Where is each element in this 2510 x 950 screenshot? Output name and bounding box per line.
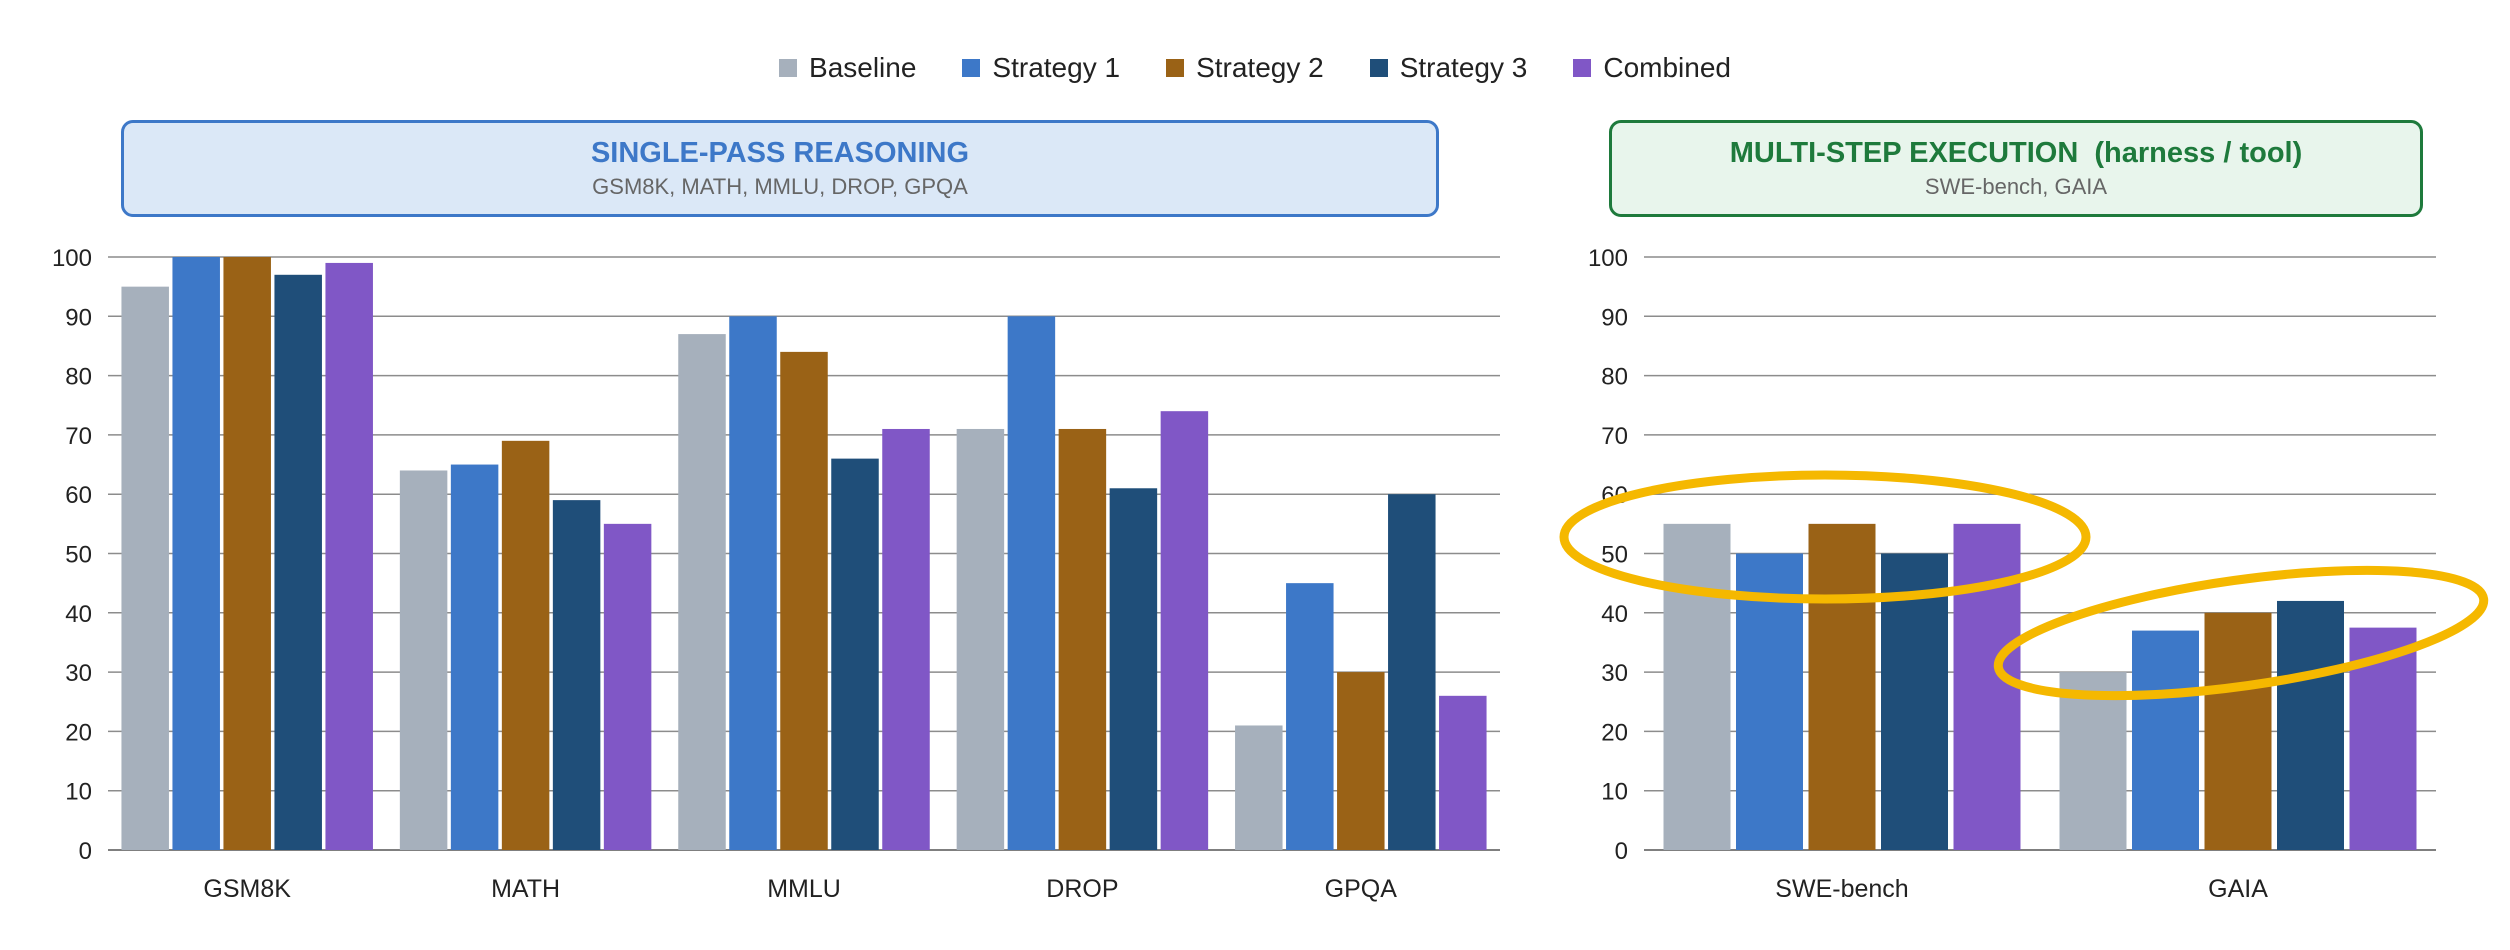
bar [2059,672,2127,850]
x-tick-label: DROP [1046,875,1118,903]
legend-item-strategy-1: Strategy 1 [962,52,1120,84]
bar [2204,612,2272,850]
legend-swatch [1573,59,1592,77]
bar [603,523,652,850]
legend-label: Strategy 2 [1196,52,1324,83]
panel-header-single-pass: SINGLE-PASS REASONING GSM8K, MATH, MMLU,… [121,120,1439,217]
x-tick-label: SWE-bench [1775,875,1908,903]
x-tick-label: MATH [491,875,560,903]
y-tick-label: 30 [1601,660,1628,687]
bar [399,470,448,850]
panel-title: SINGLE-PASS REASONING [590,137,970,169]
panel-subtitle: GSM8K, MATH, MMLU, DROP, GPQA [592,174,968,199]
bar [1881,553,1948,850]
bar [1007,316,1056,850]
y-tick-label: 10 [65,779,92,806]
legend-swatch [962,59,981,77]
x-tick-label: GPQA [1325,875,1398,903]
bar [1160,411,1209,850]
bar [1235,725,1283,850]
bar [729,316,777,850]
bar [552,500,601,850]
legend-item-strategy-3: Strategy 3 [1369,52,1528,84]
y-tick-label: 50 [1601,542,1628,569]
bar [223,257,271,850]
legend-label: Baseline [809,52,917,83]
bar [1808,523,1876,850]
bar [325,262,373,850]
x-tick-label: MMLU [767,875,841,903]
y-tick-label: 90 [65,304,92,331]
chart-legend: Baseline Strategy 1 Strategy 2 Strategy … [0,52,2510,84]
y-tick-label: 10 [1601,779,1628,806]
y-tick-label: 70 [1601,423,1628,450]
y-tick-label: 20 [1601,719,1628,746]
bar [501,440,550,850]
y-tick-label: 70 [65,423,92,450]
bar [831,458,879,850]
legend-label: Combined [1603,52,1731,83]
bar [121,286,169,850]
y-tick-label: 90 [1601,304,1628,331]
y-tick-label: 50 [65,542,92,569]
bar [1388,494,1436,850]
bar [450,464,499,850]
y-tick-label: 0 [1615,838,1628,865]
bar [780,351,828,850]
highlight-ellipse [1559,470,2091,604]
bar [678,334,726,851]
y-tick-label: 0 [79,838,92,865]
x-tick-label: GAIA [2208,875,2268,903]
legend-swatch [779,59,798,77]
panel-subtitle: SWE-bench, GAIA [1924,174,2108,199]
panel-header-multi-step: MULTI-STEP EXECUTION (harness / tool) SW… [1609,120,2423,217]
bar [172,257,220,850]
bar [1337,672,1385,850]
bar [1286,583,1334,850]
legend-swatch [1369,59,1388,77]
y-tick-label: 80 [65,364,92,391]
y-tick-label: 80 [1601,364,1628,391]
bar [2132,630,2199,850]
bar [1953,523,2021,850]
x-tick-label: GSM8K [203,875,291,903]
panel-title: MULTI-STEP EXECUTION (harness / tool) [1729,137,2303,169]
bar [274,274,322,850]
y-tick-label: 60 [65,482,92,509]
y-tick-label: 40 [1601,601,1628,628]
y-tick-label: 30 [65,660,92,687]
legend-swatch [1166,59,1185,77]
bar [882,428,930,850]
legend-item-baseline: Baseline [779,52,916,84]
bar [956,428,1005,850]
highlight-ellipse [1993,565,2489,701]
y-tick-label: 40 [65,601,92,628]
y-tick-label: 20 [65,719,92,746]
bar [1058,428,1107,850]
legend-label: Strategy 1 [992,52,1121,83]
legend-label: Strategy 3 [1399,52,1528,83]
legend-item-combined: Combined [1573,52,1731,84]
bar [1663,523,1731,850]
y-tick-label: 100 [52,245,92,272]
legend-item-strategy-2: Strategy 2 [1166,52,1324,84]
y-tick-label: 100 [1588,245,1628,272]
bar [1109,488,1158,850]
bar [2277,600,2344,850]
bar [1439,695,1487,850]
